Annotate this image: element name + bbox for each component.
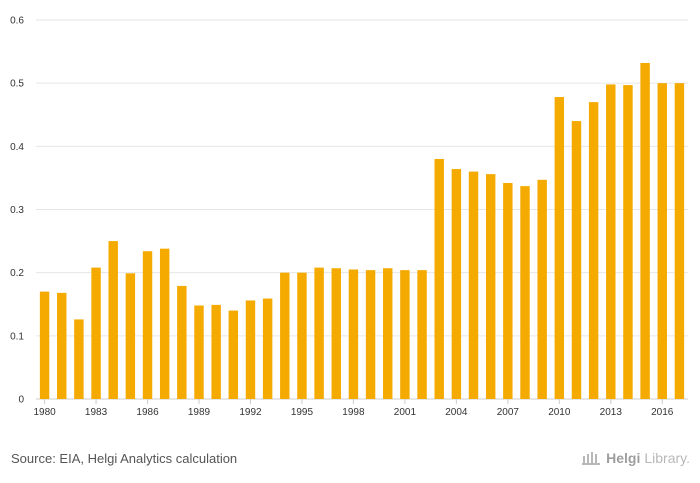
- bar: [400, 270, 410, 399]
- bar: [262, 298, 273, 399]
- bar: [417, 270, 427, 399]
- bar: [468, 171, 479, 399]
- bar: [142, 251, 153, 399]
- bar: [571, 121, 582, 400]
- x-tick-label: 1995: [291, 407, 314, 418]
- bar: [194, 305, 204, 399]
- y-tick-label: 0.2: [10, 268, 24, 279]
- bar: [108, 241, 118, 399]
- x-tick-label: 1986: [136, 407, 159, 418]
- bar: [74, 319, 84, 399]
- x-tick-label: 2013: [600, 407, 623, 418]
- bar: [314, 267, 324, 399]
- bar: [159, 248, 170, 399]
- bar: [39, 291, 50, 399]
- bar: [451, 169, 462, 399]
- bar: [554, 97, 565, 400]
- bar: [177, 285, 187, 399]
- x-tick-label: 1989: [188, 407, 211, 418]
- x-tick-label: 2001: [394, 407, 417, 418]
- bar: [674, 83, 685, 400]
- bar: [211, 304, 221, 399]
- bar: [640, 62, 650, 399]
- bar: [623, 85, 633, 399]
- bar: [245, 300, 256, 399]
- brand-suffix: Library.: [644, 450, 690, 466]
- bar: [383, 268, 393, 399]
- bar-chart: 0 0.1 0.2 0.3 0.4 0.5 0.6 1980 1983 1986 1989 1992 1…: [10, 16, 688, 418]
- bar: [503, 182, 513, 399]
- x-tick-label: 1980: [33, 407, 56, 418]
- x-tick-label: 2016: [651, 407, 674, 418]
- bar: [657, 83, 667, 400]
- x-tick-label: 1992: [239, 407, 262, 418]
- y-tick-label: 0.3: [10, 205, 24, 216]
- bar: [57, 292, 67, 399]
- bar: [485, 174, 496, 399]
- brand-name: Helgi: [606, 450, 641, 466]
- x-tick-label: 2007: [497, 407, 520, 418]
- bar: [537, 179, 547, 399]
- x-tick-label: 2010: [548, 407, 571, 418]
- bar: [228, 310, 239, 399]
- y-tick-label: 0.5: [10, 79, 24, 90]
- source-note: Source: EIA, Helgi Analytics calculation: [11, 451, 238, 466]
- bar: [331, 268, 341, 399]
- brand-logo: Helgi Library.: [582, 450, 690, 466]
- y-tick-label: 0.1: [10, 331, 24, 342]
- bar: [588, 102, 599, 399]
- bar: [348, 269, 359, 399]
- bar: [365, 270, 376, 399]
- bar: [606, 84, 616, 400]
- bar: [520, 186, 530, 399]
- x-tick-label: 1998: [342, 407, 365, 418]
- x-tick-label: 2004: [445, 407, 468, 418]
- library-logo-icon: [582, 452, 601, 465]
- y-tick-label: 0.6: [10, 16, 24, 27]
- x-tick-label: 1983: [85, 407, 108, 418]
- y-tick-label: 0: [18, 395, 24, 406]
- bar: [280, 272, 290, 399]
- bar: [125, 273, 136, 399]
- bar: [297, 272, 307, 399]
- bar: [91, 267, 101, 399]
- y-tick-label: 0.4: [10, 142, 24, 153]
- bar: [434, 158, 444, 399]
